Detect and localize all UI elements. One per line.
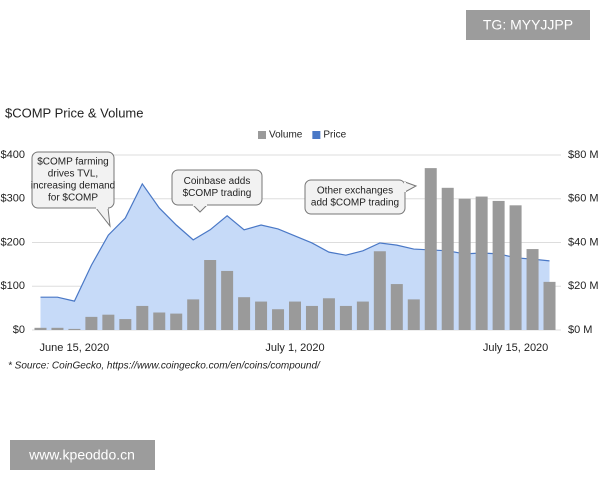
y2-tick-label: $80 M — [568, 149, 599, 161]
volume-bar — [289, 301, 301, 330]
y2-tick-label: $0 M — [568, 324, 592, 336]
watermark: TG: MYYJJPP — [483, 17, 573, 33]
callout-pointer — [191, 204, 209, 213]
volume-bar — [85, 316, 98, 330]
legend-swatch — [312, 131, 321, 139]
volume-bar — [441, 187, 454, 330]
callout-text: $COMP trading — [183, 188, 252, 199]
x-tick-label: June 15, 2020 — [40, 342, 110, 354]
volume-bar — [424, 168, 437, 330]
volume-bar — [543, 281, 556, 330]
volume-bar — [322, 298, 335, 330]
volume-bar — [255, 301, 268, 330]
volume-bar — [373, 251, 386, 330]
callout-text: Coinbase adds — [184, 176, 251, 187]
legend-label: Price — [323, 130, 346, 141]
volume-bar — [509, 205, 522, 330]
y-tick-label: $300 — [1, 193, 25, 205]
x-tick-label: July 1, 2020 — [265, 342, 324, 354]
volume-bar — [136, 305, 149, 330]
price-area — [40, 183, 550, 330]
callout-text: for $COMP — [48, 193, 98, 204]
volume-bar — [526, 249, 539, 330]
y2-tick-label: $60 M — [568, 193, 599, 205]
legend-swatch — [258, 131, 266, 139]
callout-pointer — [94, 207, 111, 228]
volume-bar — [305, 305, 318, 330]
y-tick-label: $400 — [1, 149, 25, 161]
callout-box — [31, 151, 115, 209]
volume-bar — [390, 284, 403, 330]
y2-tick-label: $40 M — [568, 236, 599, 248]
watermark: www.kpeoddo.cn — [28, 447, 135, 463]
volume-bar — [407, 299, 420, 330]
volume-bar — [492, 200, 505, 330]
callout-text: drives TVL, — [48, 169, 98, 180]
volume-bar — [356, 301, 369, 330]
volume-bar — [221, 270, 234, 330]
volume-bar — [187, 299, 200, 330]
y2-tick-label: $20 M — [568, 280, 599, 292]
watermark-box — [10, 440, 155, 470]
volume-bar — [102, 314, 115, 330]
volume-bar — [204, 260, 217, 330]
volume-bar — [51, 327, 64, 330]
volume-bar — [339, 305, 352, 330]
volume-bar — [153, 312, 166, 330]
callout-text: increasing demand — [31, 181, 116, 192]
legend-label: Volume — [269, 130, 303, 141]
volume-bar — [272, 309, 285, 330]
callout-text: $COMP farming — [37, 157, 109, 168]
volume-bar — [34, 327, 47, 330]
callout-pointer — [404, 181, 418, 193]
callout-text: Other exchanges — [317, 186, 393, 197]
volume-bar — [238, 297, 251, 330]
x-tick-label: July 15, 2020 — [483, 342, 548, 354]
volume-bar — [458, 198, 471, 330]
y-tick-label: $0 — [13, 324, 25, 336]
chart-title: $COMP Price & Volume — [5, 105, 143, 120]
source-note: * Source: CoinGecko, https://www.coingec… — [8, 361, 321, 372]
volume-bar — [119, 319, 132, 330]
y-tick-label: $100 — [1, 280, 25, 292]
volume-bar — [170, 313, 183, 330]
volume-bar — [475, 196, 488, 330]
watermark-box — [466, 10, 590, 40]
callout-text: add $COMP trading — [311, 198, 399, 209]
volume-bar — [68, 328, 81, 330]
callout-box — [171, 169, 263, 206]
y-tick-label: $200 — [1, 236, 25, 248]
callout-box — [304, 179, 406, 215]
